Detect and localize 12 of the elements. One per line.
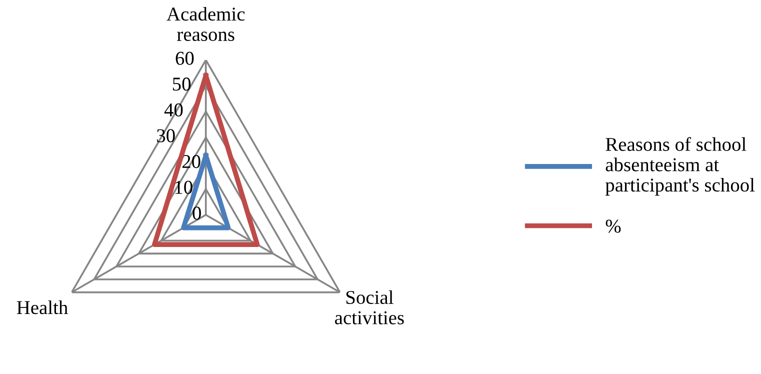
- spoke-label: Health: [16, 300, 68, 314]
- y-tick-label: 0: [192, 206, 201, 220]
- spoke-label: Academic reasons: [166, 6, 245, 42]
- legend-label: %: [606, 220, 621, 233]
- y-tick-label: 30: [157, 129, 175, 142]
- y-tick-label: 60: [176, 52, 194, 65]
- legend-label: Reasons of school absenteeism at participant's school: [605, 137, 755, 196]
- y-tick-label: 10: [175, 180, 192, 194]
- y-tick-label: 20: [182, 154, 200, 168]
- y-tick-label: 50: [172, 78, 191, 91]
- spoke-label: Social activities: [335, 290, 404, 324]
- y-tick-label: 40: [164, 103, 183, 116]
